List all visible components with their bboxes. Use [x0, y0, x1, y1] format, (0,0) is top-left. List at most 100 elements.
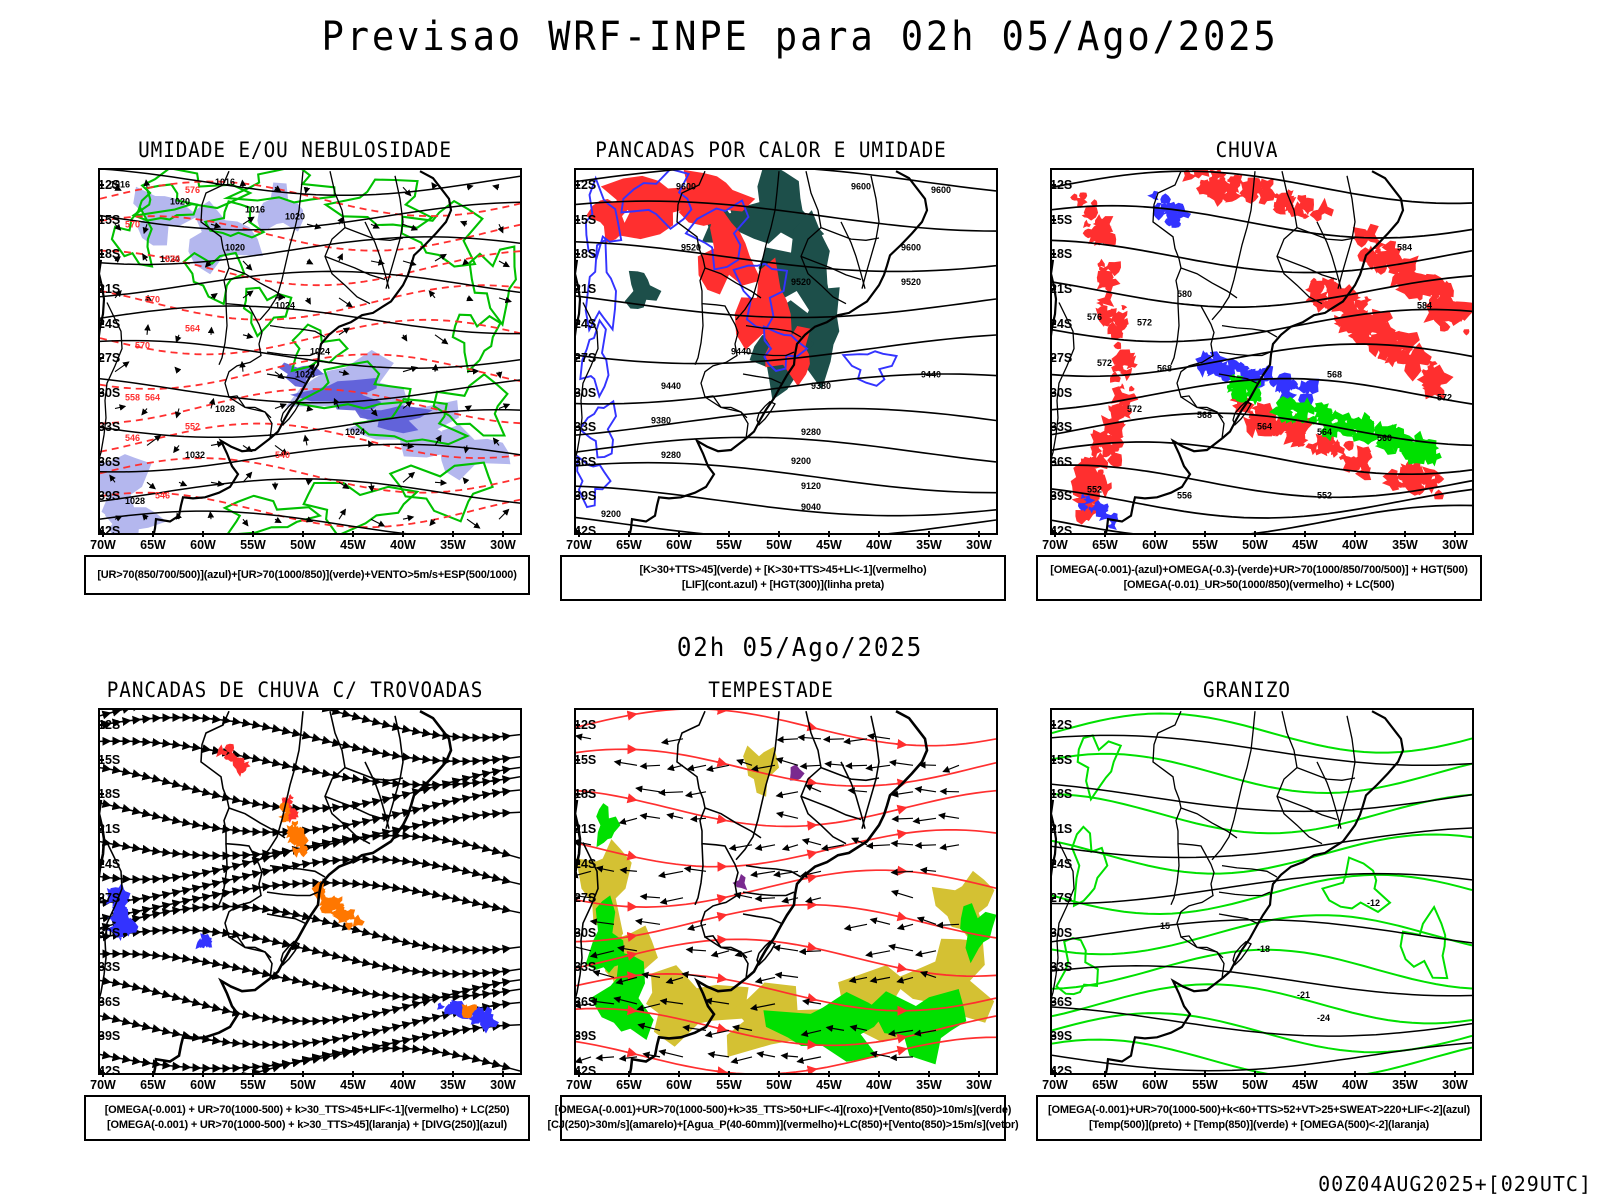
y-axis-tick [98, 460, 104, 463]
svg-text:1020: 1020 [225, 243, 245, 253]
x-axis-tick [828, 1071, 830, 1077]
map-plot-pancadas-calor[interactable]: 9600 9600 9600 9600 9520 9520 9520 9440 9440 9440… [574, 168, 998, 535]
legend-box-chuva: [OMEGA(-0.001)-(azul)+OMEGA(-0.3)-(verde… [1036, 555, 1482, 601]
x-axis-tick-label: 65W [1092, 1078, 1118, 1092]
x-axis-tick-label: 30W [490, 1078, 516, 1092]
svg-text:-12: -12 [1367, 898, 1380, 908]
svg-text:580: 580 [1177, 289, 1192, 299]
svg-text:546: 546 [125, 433, 140, 443]
y-axis-tick [574, 862, 580, 865]
x-axis-tick-label: 50W [766, 1078, 792, 1092]
x-axis-tick-label: 55W [716, 538, 742, 552]
y-axis-tick [574, 1035, 580, 1038]
map-plot-chuva[interactable]: 576 572 572 568 572 568 564 564 560 552 556 552 584 5… [1050, 168, 1474, 535]
y-axis-tick [574, 426, 580, 429]
svg-text:584: 584 [1417, 300, 1432, 310]
svg-text:572: 572 [1097, 358, 1112, 368]
y-axis-tick [98, 530, 104, 532]
x-axis-tick-label: 40W [390, 538, 416, 552]
map-plot-umidade[interactable]: 1016 1020 1016 1020 1020 1024 1024 1024 1028 1024… [98, 168, 522, 535]
y-axis-tick [1050, 218, 1056, 221]
x-axis-tick-label: 60W [1142, 1078, 1168, 1092]
map-plot-tempestade[interactable] [574, 708, 998, 1075]
svg-text:9200: 9200 [601, 509, 621, 519]
svg-text:9120: 9120 [801, 481, 821, 491]
y-axis-tick [98, 184, 104, 187]
x-axis-tick-label: 40W [866, 1078, 892, 1092]
x-axis-tick [728, 1071, 730, 1077]
x-axis-tick [1404, 531, 1406, 537]
x-axis-tick-label: 45W [340, 1078, 366, 1092]
svg-text:9520: 9520 [901, 277, 921, 287]
legend-line: [OMEGA(-0.001) + UR>70(1000-500) + k>30_… [104, 1104, 510, 1116]
y-axis-tick [98, 391, 104, 394]
y-axis-tick [1050, 253, 1056, 256]
svg-text:568: 568 [1327, 369, 1342, 379]
svg-text:572: 572 [1127, 404, 1142, 414]
svg-text:576: 576 [185, 185, 200, 195]
x-axis-tick [1454, 531, 1456, 537]
x-axis-tick [452, 531, 454, 537]
svg-text:-18: -18 [1257, 944, 1270, 954]
x-axis-tick [1154, 1071, 1156, 1077]
x-axis-tick-label: 60W [190, 1078, 216, 1092]
x-axis-tick-label: 70W [90, 538, 116, 552]
y-axis-tick [574, 253, 580, 256]
y-axis-tick [574, 897, 580, 900]
svg-text:9440: 9440 [921, 369, 941, 379]
x-axis-tick [302, 1071, 304, 1077]
x-axis-tick-label: 70W [566, 1078, 592, 1092]
x-axis-tick-label: 60W [666, 1078, 692, 1092]
y-axis-tick [1050, 1070, 1056, 1072]
legend-line: [CJ(250)>30m/s](amarelo)+[Agua_P(40-60mm… [547, 1119, 1019, 1131]
x-axis-tick [1054, 1071, 1056, 1077]
svg-text:9440: 9440 [731, 346, 751, 356]
legend-line: [OMEGA(-0.001) + UR>70(1000-500) + k>30_… [107, 1119, 507, 1131]
panel-title-tempestade: TEMPESTADE [708, 678, 834, 702]
y-axis-tick [1050, 897, 1056, 900]
svg-text:-15: -15 [1157, 921, 1170, 931]
svg-text:572: 572 [1437, 392, 1452, 402]
x-axis-tick-label: 35W [916, 1078, 942, 1092]
y-axis-tick [1050, 288, 1056, 290]
map-plot-pancadas-trovoadas[interactable] [98, 708, 522, 1075]
x-axis-tick [978, 1071, 980, 1077]
x-axis-tick [202, 531, 204, 537]
svg-text:1016: 1016 [110, 179, 130, 189]
svg-text:546: 546 [155, 490, 170, 500]
svg-text:552: 552 [1317, 490, 1332, 500]
x-axis-tick [1354, 1071, 1356, 1077]
svg-text:556: 556 [1177, 490, 1192, 500]
x-axis-tick-label: 55W [1192, 538, 1218, 552]
x-axis-tick-label: 40W [390, 1078, 416, 1092]
map-plot-granizo[interactable]: -12 -18 -21 -24 -15 [1050, 708, 1474, 1075]
y-axis-tick [574, 966, 580, 969]
svg-text:568: 568 [1197, 410, 1212, 420]
x-axis-tick [152, 531, 154, 537]
x-axis-tick [678, 1071, 680, 1077]
x-axis-tick [578, 531, 580, 537]
y-axis-tick [574, 931, 580, 934]
svg-text:-21: -21 [1297, 990, 1310, 1000]
x-axis-tick [1254, 531, 1256, 537]
svg-text:584: 584 [1397, 243, 1412, 253]
y-axis-tick [1050, 1035, 1056, 1038]
svg-text:9600: 9600 [851, 182, 871, 192]
x-axis-tick [152, 1071, 154, 1077]
x-axis-tick [402, 531, 404, 537]
x-axis-tick-label: 70W [1042, 538, 1068, 552]
x-axis-tick [1254, 1071, 1256, 1077]
y-axis-tick [1050, 758, 1056, 761]
x-axis-tick-label: 70W [90, 1078, 116, 1092]
svg-text:564: 564 [1317, 427, 1332, 437]
x-axis-tick-label: 50W [290, 1078, 316, 1092]
x-axis-tick-label: 40W [1342, 538, 1368, 552]
x-axis-tick [578, 1071, 580, 1077]
legend-box-pancadas-calor: [K>30+TTS>45](verde) + [K>30+TTS>45+LI<-… [560, 555, 1006, 601]
x-axis-tick [102, 531, 104, 537]
svg-text:1020: 1020 [170, 197, 190, 207]
y-axis-tick [574, 1000, 580, 1003]
x-axis-tick [628, 1071, 630, 1077]
legend-box-pancadas-trovoadas: [OMEGA(-0.001) + UR>70(1000-500) + k>30_… [84, 1095, 530, 1141]
legend-line: [LIF](cont.azul) + [HGT(300)](linha pret… [681, 579, 885, 591]
